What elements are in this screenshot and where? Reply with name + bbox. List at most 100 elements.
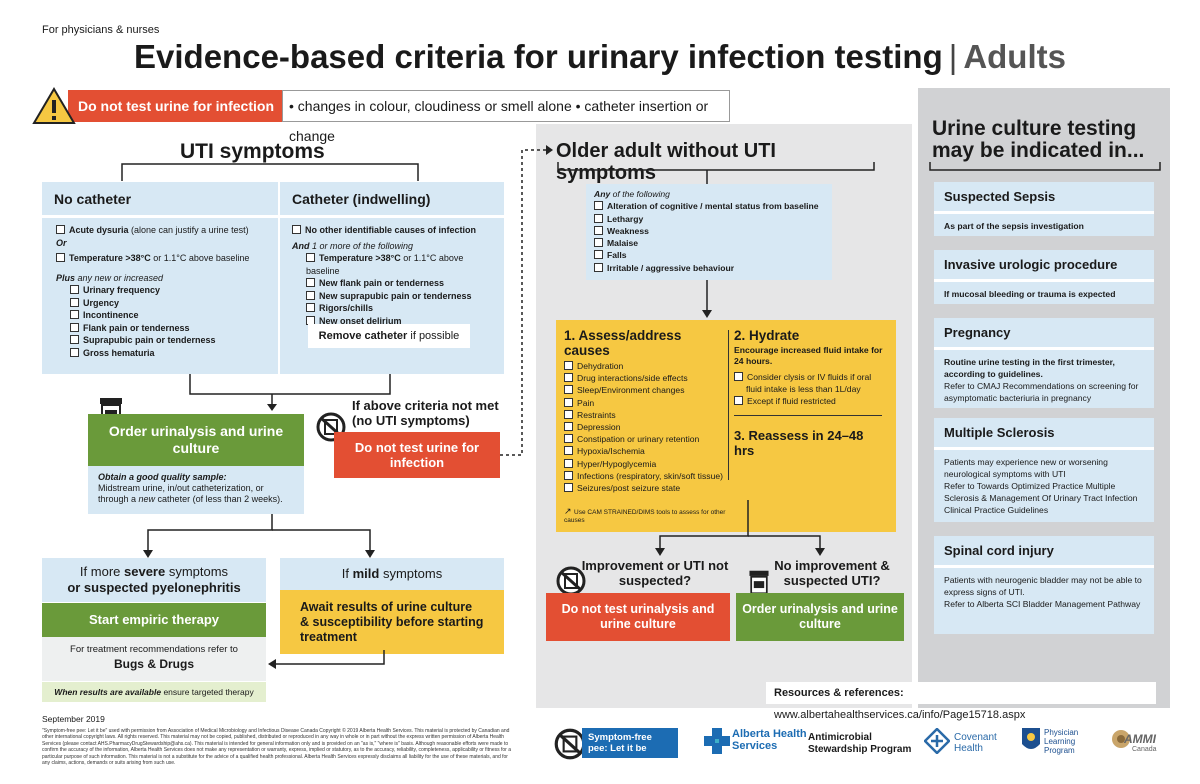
list-item: New flank pain or tenderness — [306, 277, 492, 290]
resources-bar: Resources & references: www.albertahealt… — [766, 682, 1156, 721]
date-label: September 2019 — [42, 714, 105, 724]
warning-icon — [32, 86, 76, 126]
plp-logo-text: Physician Learning Program — [1044, 728, 1079, 755]
await-results-box: Await results of urine culture & suscept… — [280, 590, 504, 654]
list-item: Consider clysis or IV fluids if oral flu… — [734, 371, 886, 395]
uti-heading: UTI symptoms — [180, 140, 325, 163]
criteria-not-met: If above criteria not met (no UTI sympto… — [352, 398, 499, 428]
improvement-question: Improvement or UTI not suspected? — [581, 558, 729, 588]
hydrate-title: 2. Hydrate — [734, 328, 800, 343]
bugs-drugs-link[interactable]: Bugs & Drugs — [113, 657, 194, 671]
list-item: Infections (respiratory, skin/soft tissu… — [564, 470, 726, 482]
no-catheter-title: No catheter — [54, 191, 132, 207]
no-catheter-item-dysuria: Acute dysuria (alone can justify a urine… — [56, 224, 264, 237]
do-not-test-urinalysis: Do not test urinalysis and urine culture — [546, 593, 730, 641]
page-title: Evidence-based criteria for urinary infe… — [0, 38, 1200, 76]
start-empiric-therapy: Start empiric therapy — [42, 603, 266, 637]
assess-box: 1. Assess/address causes Dehydration Dru… — [556, 320, 896, 532]
list-item: Seizures/post seizure state — [564, 482, 726, 494]
list-item: Hypoxia/Ischemia — [564, 445, 726, 457]
do-not-test-urine: Do not test urine for infection — [334, 432, 500, 478]
title-separator: | — [948, 38, 958, 75]
culture-heading: Urine culture testing may be indicated i… — [932, 117, 1145, 162]
assess-divider — [728, 330, 729, 480]
list-item: Rigors/chills — [306, 302, 492, 315]
sample-note: Obtain a good quality sample: Midstream … — [88, 466, 304, 514]
list-item: Except if fluid restricted — [734, 395, 886, 407]
plus-label: Plus any new or increased — [56, 272, 164, 283]
ahs-logo-text: Alberta Health Services — [732, 728, 807, 752]
no-catheter-box: No catheter Acute dysuria (alone can jus… — [42, 182, 278, 374]
list-item: Malaise — [594, 237, 824, 249]
list-item: Urinary frequency — [70, 284, 264, 297]
list-item: Depression — [564, 421, 726, 433]
remove-catheter-note: Remove catheter if possible — [308, 324, 470, 348]
assess-title: 1. Assess/address causes — [564, 328, 682, 358]
list-item: Lethargy — [594, 213, 824, 225]
list-item: Gross hematuria — [70, 347, 264, 360]
list-item: Flank pain or tenderness — [70, 322, 264, 335]
older-heading: Older adult without UTI symptoms — [556, 140, 776, 184]
card-pregnancy: Pregnancy Routine urine testing in the f… — [934, 318, 1154, 408]
merge-connector — [189, 374, 391, 411]
ammi-logo: AMMI Canada — [1110, 728, 1166, 758]
results-note: When results are available ensure target… — [42, 682, 266, 702]
title-main: Evidence-based criteria for urinary infe… — [134, 38, 943, 75]
catheter-box: Catheter (indwelling) No other identifia… — [280, 182, 504, 374]
covenant-logo-icon — [924, 728, 950, 754]
or-label: Or — [56, 237, 67, 248]
warning-text: • changes in colour, cloudiness or smell… — [282, 90, 730, 144]
no-catheter-item-temp: Temperature >38°C or 1.1°C above baselin… — [56, 252, 264, 265]
legal-text: "Symptom-free pee: Let it be" used with … — [42, 728, 512, 767]
asp-text: Antimicrobial Stewardship Program — [808, 732, 912, 755]
list-item: New suprapubic pain or tenderness — [306, 290, 492, 303]
list-item: Restraints — [564, 409, 726, 421]
resources-link[interactable]: www.albertahealthservices.ca/info/Page15… — [774, 709, 1026, 721]
catheter-subitems: Temperature >38°C or 1.1°C above baselin… — [292, 252, 492, 327]
list-item: Sleep/Environment changes — [564, 384, 726, 396]
bugs-drugs-box: For treatment recommendations refer to B… — [42, 637, 266, 681]
plp-logo-icon — [1020, 726, 1042, 754]
list-item: Alteration of cognitive / mental status … — [594, 200, 824, 212]
older-symptoms-box: Any of the following Alteration of cogni… — [586, 184, 832, 280]
title-audience: Adults — [963, 38, 1066, 75]
list-item: Irritable / aggressive behaviour — [594, 262, 824, 274]
list-item: Hyper/Hypoglycemia — [564, 458, 726, 470]
older-heading-bracket — [557, 162, 875, 171]
assess-list: Dehydration Drug interactions/side effec… — [564, 360, 726, 494]
dashed-connector — [500, 145, 553, 456]
list-item: Temperature >38°C or 1.1°C above baselin… — [306, 253, 464, 276]
older-arrow-1 — [706, 170, 708, 184]
ahs-logo-icon — [702, 726, 732, 756]
list-item: Pain — [564, 397, 726, 409]
order-urinalysis-right: Order urinalysis and urine culture — [736, 593, 904, 641]
severe-box: If more severe symptoms or suspected pye… — [42, 558, 266, 602]
checkbox-icon — [56, 225, 65, 234]
no-catheter-subitems: Urinary frequency Urgency Incontinence F… — [56, 284, 264, 359]
list-item: Incontinence — [70, 309, 264, 322]
urine-cup-icon-2 — [746, 568, 772, 596]
list-item: Weakness — [594, 225, 824, 237]
list-item: Dehydration — [564, 360, 726, 372]
and-label: And 1 or more of the following — [292, 240, 414, 251]
older-heading-box: Older adult without UTI symptoms — [556, 140, 874, 184]
list-item: Falls — [594, 249, 824, 261]
split-connector — [143, 514, 375, 558]
list-item: Drug interactions/side effects — [564, 372, 726, 384]
cam-note: ↗ Use CAM STRAINED/DIMS tools to assess … — [564, 506, 726, 524]
card-urologic: Invasive urologic procedure If mucosal b… — [934, 250, 1154, 304]
no-improvement-question: No improvement & suspected UTI? — [774, 558, 890, 588]
reassess-title: 3. Reassess in 24–48 hrs — [734, 428, 864, 458]
checkbox-icon — [56, 253, 65, 262]
assess-split-connector — [655, 500, 825, 556]
list-item: Urgency — [70, 297, 264, 310]
culture-bracket — [929, 162, 1161, 171]
warning-label: Do not test urine for infection for — [68, 90, 282, 146]
card-ms: Multiple Sclerosis Patients may experien… — [934, 418, 1154, 522]
covenant-logo-text: Covenant Health — [954, 732, 997, 754]
uti-bracket — [121, 163, 419, 181]
card-sepsis: Suspected Sepsis As part of the sepsis i… — [934, 182, 1154, 236]
card-spinal: Spinal cord injury Patients with neuroge… — [934, 536, 1154, 634]
audience-label: For physicians & nurses — [42, 24, 160, 36]
mild-box: If mild symptoms — [280, 558, 504, 590]
